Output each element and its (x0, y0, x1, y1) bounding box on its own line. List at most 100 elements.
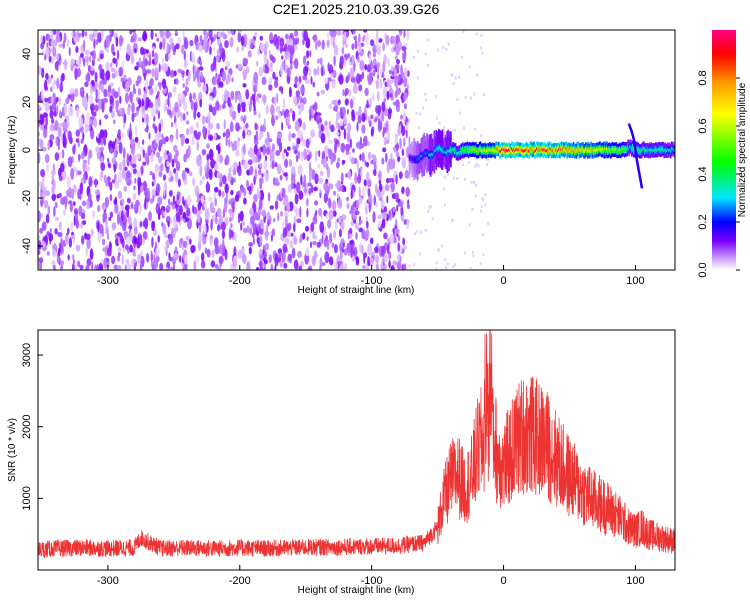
tone-core (580, 149, 582, 152)
noise-cell (157, 96, 161, 107)
noise-cell (232, 145, 235, 151)
noise-cell (481, 51, 484, 55)
noise-cell (178, 255, 182, 263)
noise-cell (283, 172, 288, 177)
tone-core (567, 148, 569, 152)
noise-cell (420, 230, 423, 234)
noise-cell (339, 263, 345, 270)
noise-cell (394, 55, 398, 61)
noise-cell (93, 117, 98, 128)
noise-cell (281, 251, 286, 263)
noise-cell (164, 53, 169, 62)
noise-cell (52, 248, 57, 258)
tone-core (648, 148, 651, 151)
noise-cell (315, 209, 318, 216)
noise-cell (374, 246, 379, 254)
noise-cell (394, 219, 398, 227)
noise-cell (369, 97, 372, 109)
noise-cell (38, 65, 42, 76)
noise-cell (309, 112, 312, 122)
tone-core (608, 148, 610, 152)
noise-cell (44, 102, 50, 112)
noise-cell (418, 126, 421, 130)
noise-cell (88, 94, 94, 105)
noise-cell (263, 55, 268, 65)
noise-cell (154, 138, 157, 149)
noise-cell (247, 159, 253, 166)
noise-cell (82, 132, 85, 141)
noise-cell (318, 207, 323, 217)
noise-cell (182, 211, 187, 219)
noise-cell (248, 103, 252, 113)
tone-core (514, 148, 517, 152)
noise-cell (406, 203, 410, 210)
noise-cell (444, 130, 447, 134)
noise-cell (81, 151, 85, 160)
noise-cell (215, 72, 218, 79)
tone-core (573, 149, 576, 153)
noise-cell (173, 51, 176, 56)
noise-cell (262, 144, 267, 156)
noise-cell (116, 49, 120, 60)
noise-cell (487, 222, 490, 225)
tone-core (494, 149, 497, 153)
tone-core (564, 147, 567, 151)
y-tick-label: 40 (21, 48, 33, 60)
noise-cell (51, 244, 57, 249)
noise-cell (361, 112, 366, 123)
noise-cell (215, 144, 220, 151)
x-tick-label: -200 (229, 575, 251, 587)
noise-cell (166, 204, 171, 211)
noise-cell (123, 113, 127, 124)
noise-cell (81, 200, 87, 207)
tone-core (448, 149, 450, 153)
tone-core (493, 148, 496, 152)
tone-core (551, 149, 554, 153)
noise-cell (142, 180, 147, 192)
tone-core (512, 147, 515, 151)
noise-cell (75, 218, 79, 229)
noise-cell (401, 71, 405, 79)
noise-cell (325, 178, 328, 184)
noise-cell (287, 222, 292, 231)
noise-cell (396, 204, 399, 212)
noise-cell (170, 175, 174, 182)
noise-cell (422, 106, 425, 110)
noise-cell (339, 55, 344, 66)
tone-core (428, 153, 431, 157)
tone-core (543, 147, 545, 151)
noise-cell (225, 91, 230, 97)
tone-core (576, 147, 579, 151)
noise-cell (362, 186, 365, 199)
noise-cell (377, 120, 383, 131)
noise-cell (51, 74, 54, 79)
noise-cell (399, 137, 402, 149)
tone-core (588, 149, 591, 153)
noise-cell (117, 190, 123, 200)
noise-cell (115, 142, 119, 151)
noise-cell (93, 104, 99, 112)
tone-core (502, 148, 505, 152)
noise-cell (60, 264, 63, 270)
noise-cell (115, 36, 119, 47)
noise-cell (347, 108, 349, 115)
noise-cell (107, 232, 110, 241)
noise-cell (276, 93, 279, 104)
noise-cell (151, 188, 156, 199)
noise-cell (314, 151, 318, 163)
noise-cell (367, 243, 372, 256)
tone-core (660, 148, 663, 152)
noise-cell (51, 82, 55, 93)
noise-cell (287, 124, 291, 130)
noise-cell (84, 233, 87, 238)
noise-cell (333, 44, 339, 56)
noise-cell (454, 76, 457, 80)
noise-cell (395, 174, 398, 185)
tone-core (466, 147, 469, 151)
noise-cell (180, 134, 185, 145)
noise-cell (93, 111, 97, 117)
colorbar-ticks: 0.00.20.40.60.8 (697, 70, 740, 278)
tone-core (568, 148, 570, 152)
noise-cell (78, 153, 81, 163)
